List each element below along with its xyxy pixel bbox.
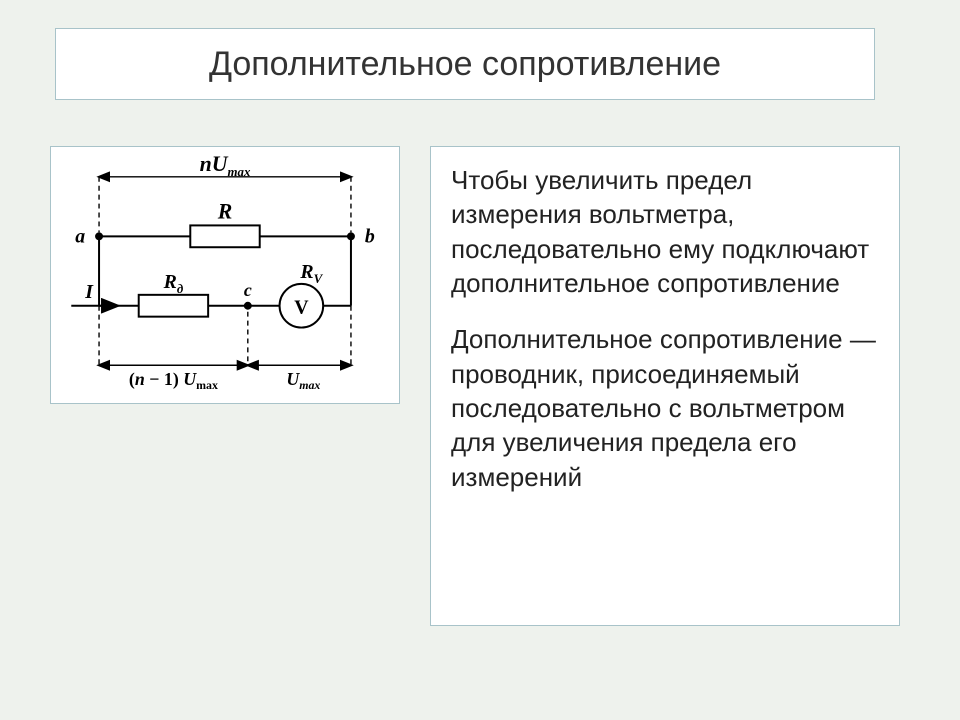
explanation-panel: Чтобы увеличить предел измерения вольтме…: [430, 146, 900, 626]
svg-text:b: b: [365, 225, 375, 247]
svg-text:c: c: [244, 280, 252, 300]
svg-text:Rд: Rд: [163, 271, 184, 296]
title-container: Дополнительное сопротивление: [55, 28, 875, 100]
svg-text:RV: RV: [299, 261, 323, 286]
circuit-diagram: nUmax R a b I Rд c V RV: [50, 146, 400, 404]
svg-text:Umax: Umax: [286, 369, 320, 392]
page-title: Дополнительное сопротивление: [209, 45, 721, 84]
svg-text:V: V: [294, 297, 309, 319]
paragraph-2: Дополнительное сопротивление — проводник…: [451, 322, 879, 494]
svg-text:R: R: [217, 199, 233, 223]
circuit-svg: nUmax R a b I Rд c V RV: [59, 155, 391, 395]
svg-text:(n − 1) Umax: (n − 1) Umax: [129, 369, 218, 392]
svg-text:nUmax: nUmax: [200, 155, 251, 179]
svg-text:I: I: [84, 281, 94, 303]
svg-text:a: a: [75, 225, 85, 247]
paragraph-1: Чтобы увеличить предел измерения вольтме…: [451, 163, 879, 300]
